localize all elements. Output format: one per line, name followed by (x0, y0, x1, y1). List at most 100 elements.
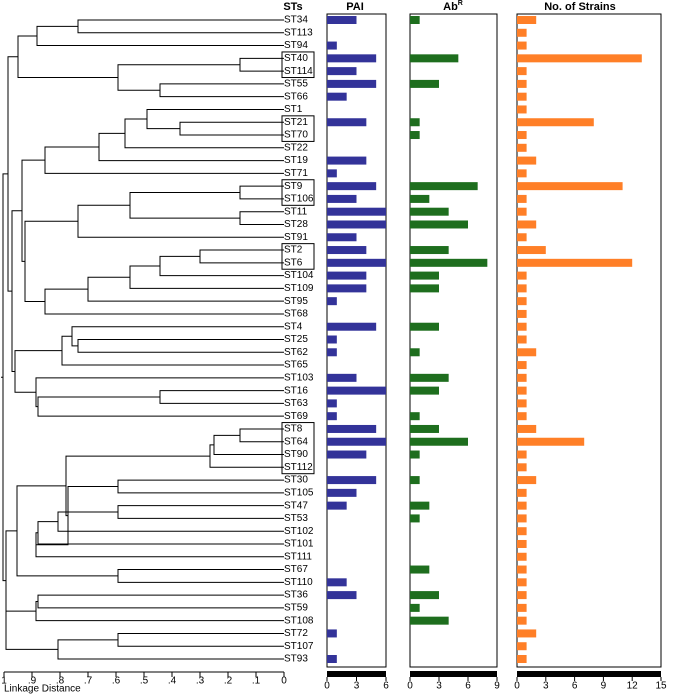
x-tick-label: 6 (572, 681, 578, 692)
bar (327, 194, 357, 203)
panel-axis-bar (517, 671, 661, 677)
st-label: ST71 (284, 168, 308, 179)
bar (327, 578, 347, 587)
bar (410, 514, 420, 523)
bar (410, 16, 420, 24)
bar (517, 258, 633, 267)
bar (517, 527, 527, 536)
bar (327, 591, 357, 600)
bar (410, 603, 420, 612)
st-label: ST113 (284, 27, 313, 38)
bar (517, 373, 527, 382)
st-label: ST67 (284, 564, 308, 575)
bar (517, 514, 527, 523)
st-label: ST22 (284, 142, 308, 153)
panel-title-text: Ab (443, 1, 458, 13)
x-tick-label: 0 (514, 681, 520, 692)
st-label: ST64 (284, 436, 308, 447)
bar (517, 182, 623, 191)
st-label: ST55 (284, 79, 308, 90)
st-label: ST70 (284, 130, 308, 141)
st-label: ST6 (284, 257, 303, 268)
bar (517, 450, 527, 459)
bar (410, 258, 488, 267)
st-label: ST65 (284, 360, 308, 371)
bar (410, 565, 430, 574)
st-label: ST36 (284, 590, 308, 601)
panel-frame (516, 13, 662, 668)
bar (327, 92, 347, 101)
bar (410, 54, 459, 63)
bar (327, 501, 347, 510)
bar (410, 118, 420, 127)
st-label: ST8 (284, 424, 303, 435)
bar (327, 450, 367, 459)
bar (410, 476, 420, 485)
bar (327, 16, 357, 24)
panel-title: No. of Strains (544, 1, 616, 13)
bar (327, 386, 386, 395)
bar (410, 182, 478, 191)
bar (517, 16, 537, 24)
st-label: ST16 (284, 385, 308, 396)
st-label: ST103 (284, 372, 314, 383)
bar (517, 322, 527, 331)
bar (410, 246, 449, 255)
st-label: ST95 (284, 296, 308, 307)
bar (517, 488, 527, 497)
bar (327, 297, 337, 306)
x-tick-label: .7 (84, 676, 93, 687)
bar (410, 616, 449, 625)
st-label: ST28 (284, 219, 308, 230)
st-label: ST40 (284, 53, 308, 64)
panel-title: PAI (346, 1, 364, 13)
bar (517, 642, 527, 651)
bar (517, 655, 527, 663)
bar (410, 424, 439, 433)
bar (327, 412, 337, 421)
bar (517, 41, 527, 50)
st-label: ST4 (284, 321, 303, 332)
x-tick-label: 9 (601, 681, 607, 692)
group-box (281, 51, 315, 79)
st-label: ST104 (284, 270, 314, 281)
st-label: ST108 (284, 615, 314, 626)
bar (327, 437, 386, 446)
st-label: ST63 (284, 398, 308, 409)
categories-title: STs (283, 1, 302, 13)
st-label: ST102 (284, 526, 314, 537)
bar (327, 182, 377, 191)
st-label: ST62 (284, 347, 308, 358)
st-label: ST93 (284, 654, 308, 665)
x-tick-label: 12 (627, 681, 639, 692)
st-label: ST90 (284, 449, 308, 460)
x-tick-label: .4 (168, 676, 177, 687)
x-tick-label: .2 (224, 676, 233, 687)
panel-frame (409, 13, 498, 668)
bar (517, 92, 527, 101)
bar (517, 143, 527, 152)
st-label: ST111 (284, 551, 312, 562)
x-tick-label: 0 (324, 681, 330, 692)
st-label: ST53 (284, 513, 308, 524)
group-box (281, 422, 315, 475)
panel-title: AbR (443, 0, 463, 13)
st-label: ST11 (284, 206, 308, 217)
st-label: ST59 (284, 603, 308, 614)
bar (517, 616, 527, 625)
x-tick-label: .3 (196, 676, 205, 687)
panel-axis-bar (410, 671, 497, 677)
bar (410, 271, 439, 280)
bar (517, 233, 527, 242)
bar (517, 156, 537, 165)
st-label: ST21 (284, 117, 308, 128)
bar (327, 41, 337, 50)
st-label: ST105 (284, 488, 314, 499)
st-label: ST2 (284, 245, 303, 256)
bar (517, 552, 527, 561)
bar (517, 297, 527, 306)
bar (410, 207, 449, 216)
bar (327, 271, 367, 280)
bar (517, 207, 527, 216)
